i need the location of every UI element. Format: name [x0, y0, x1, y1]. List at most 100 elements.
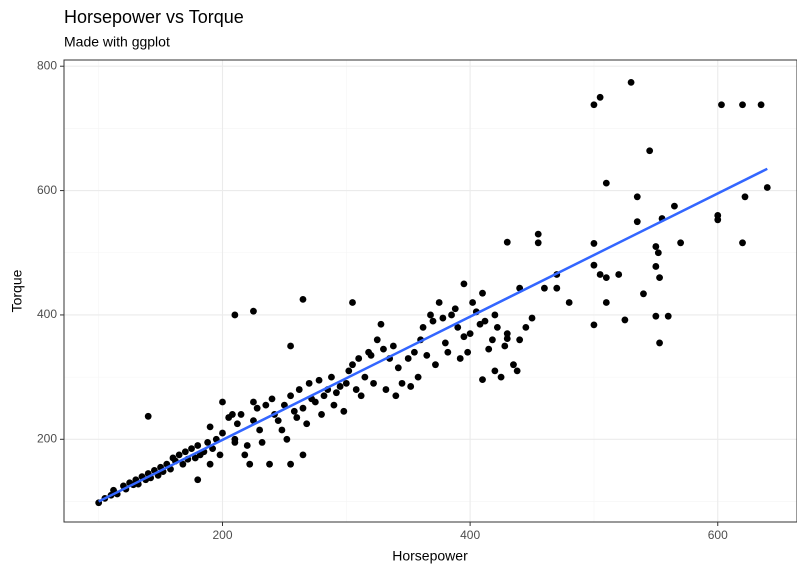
point — [656, 339, 663, 347]
point — [382, 386, 390, 393]
point — [256, 426, 264, 434]
point — [274, 417, 282, 425]
point — [414, 373, 422, 381]
point — [340, 407, 348, 415]
point — [404, 355, 412, 362]
point — [627, 78, 635, 86]
point — [503, 330, 511, 337]
point — [280, 401, 288, 409]
point — [179, 460, 187, 468]
point — [181, 448, 189, 456]
point — [299, 451, 307, 459]
point — [652, 263, 660, 270]
point — [231, 439, 239, 446]
point — [553, 284, 561, 292]
point — [664, 312, 672, 320]
point — [258, 439, 266, 446]
point — [460, 333, 468, 341]
point — [429, 317, 437, 325]
point — [392, 392, 400, 400]
point — [640, 290, 647, 298]
point — [380, 345, 387, 353]
point — [633, 218, 641, 226]
point — [615, 271, 623, 278]
point — [204, 439, 212, 446]
point — [469, 299, 476, 306]
point — [444, 348, 452, 356]
point — [491, 367, 499, 375]
point — [534, 230, 542, 238]
point — [299, 404, 307, 412]
point — [233, 420, 241, 428]
point — [432, 361, 439, 369]
point — [144, 412, 152, 420]
point — [451, 305, 459, 313]
point — [293, 414, 301, 421]
x-axis-label: Horsepower — [392, 548, 468, 564]
point — [602, 299, 610, 306]
point — [652, 312, 660, 320]
point — [718, 101, 725, 109]
point — [206, 460, 214, 468]
point — [596, 271, 604, 278]
point — [231, 311, 239, 319]
point — [320, 392, 328, 400]
point — [349, 361, 356, 369]
point — [241, 451, 249, 459]
point — [565, 299, 573, 306]
y-tick-label: 200 — [37, 431, 57, 445]
point — [206, 423, 214, 431]
point — [194, 476, 202, 484]
y-tick-label: 400 — [37, 307, 57, 321]
point — [590, 261, 598, 269]
point — [621, 316, 629, 324]
x-tick-label: 600 — [708, 528, 728, 542]
point — [419, 323, 427, 331]
point — [188, 445, 195, 453]
point — [318, 411, 325, 418]
point — [763, 184, 771, 191]
point — [216, 451, 224, 459]
point — [503, 238, 511, 246]
point — [456, 355, 464, 362]
point — [398, 379, 406, 387]
point — [336, 383, 344, 390]
chart-subtitle: Made with ggplot — [64, 34, 170, 50]
point — [219, 398, 226, 406]
point — [268, 395, 276, 403]
point — [253, 404, 261, 412]
point — [250, 398, 257, 406]
point — [266, 460, 273, 468]
y-axis-label: Torque — [9, 269, 25, 312]
point — [656, 274, 663, 282]
point — [315, 376, 323, 384]
point — [671, 202, 678, 210]
point — [435, 299, 443, 306]
point — [427, 311, 434, 319]
point — [493, 323, 501, 331]
point — [439, 314, 447, 322]
point — [370, 379, 377, 387]
point — [250, 307, 257, 315]
point — [454, 323, 462, 331]
point — [237, 411, 245, 418]
point — [501, 342, 509, 350]
chart-title: Horsepower vs Torque — [64, 7, 244, 27]
point — [311, 398, 319, 406]
point — [602, 179, 610, 187]
point — [633, 193, 641, 201]
point — [407, 383, 415, 390]
point — [287, 392, 294, 400]
point — [541, 284, 548, 292]
point — [654, 249, 662, 257]
point — [299, 295, 307, 303]
point — [191, 454, 199, 462]
point — [741, 193, 749, 201]
point — [510, 361, 517, 369]
point — [278, 426, 286, 434]
point — [513, 367, 521, 375]
point — [596, 93, 604, 101]
point — [590, 321, 598, 329]
point — [287, 460, 294, 468]
